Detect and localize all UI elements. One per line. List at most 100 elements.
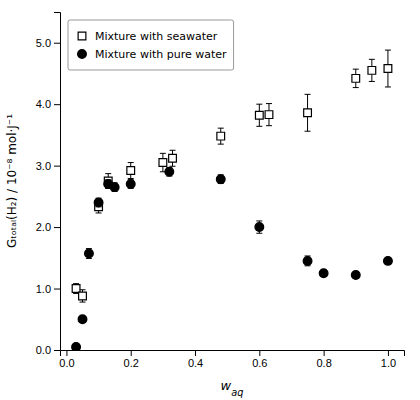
y-axis-tick: 0.0 bbox=[36, 344, 60, 356]
point bbox=[72, 343, 81, 350]
point bbox=[319, 269, 328, 278]
x-axis-tick: 0.0 bbox=[59, 350, 74, 369]
point bbox=[304, 109, 312, 117]
y-axis-tick: 1.0 bbox=[36, 283, 60, 295]
error-bar bbox=[353, 69, 359, 87]
x-axis-title-part: aq bbox=[231, 387, 243, 398]
error-bar bbox=[80, 290, 86, 302]
error-bar bbox=[305, 94, 311, 131]
error-bar-cap bbox=[369, 59, 375, 60]
error-bar-cap bbox=[256, 104, 262, 105]
y-axis-tick-mark bbox=[54, 104, 60, 105]
point bbox=[352, 74, 360, 82]
point bbox=[169, 154, 177, 162]
y-axis-tick-label: 5.0 bbox=[36, 37, 51, 49]
point bbox=[384, 257, 393, 266]
point bbox=[94, 198, 103, 207]
legend-box bbox=[68, 20, 234, 70]
x-axis: 0.0 0.2 0.4 0.6 0.8 1.0 bbox=[59, 350, 404, 369]
error-bar bbox=[218, 128, 224, 144]
legend-label: Mixture with seawater bbox=[95, 30, 218, 43]
error-bar-cap bbox=[385, 86, 391, 87]
error-bar-cap bbox=[218, 144, 224, 145]
plot-root: 0.00.20.40.60.81.00.01.02.03.04.05.0waqG… bbox=[5, 13, 405, 398]
point bbox=[72, 285, 80, 293]
y-axis-tick-mark bbox=[54, 227, 60, 228]
error-bar-cap bbox=[170, 150, 176, 151]
x-axis-tick-mark bbox=[66, 350, 67, 356]
x-axis-title-part: w bbox=[221, 378, 232, 393]
x-axis-tick-mark bbox=[259, 350, 260, 356]
error-bar-cap bbox=[256, 220, 262, 221]
error-bar-cap bbox=[256, 126, 262, 127]
error-bar bbox=[266, 104, 272, 126]
error-bar-cap bbox=[160, 153, 166, 154]
y-axis-tick-mark bbox=[54, 166, 60, 167]
point bbox=[351, 271, 360, 280]
y-axis-tick-label: 1.0 bbox=[36, 283, 51, 295]
legend: Mixture with seawaterMixture with pure w… bbox=[68, 20, 234, 70]
x-axis-tick-label: 1.0 bbox=[381, 357, 396, 369]
error-bar-cap bbox=[96, 212, 102, 213]
y-axis-tick-mark bbox=[54, 289, 60, 290]
point bbox=[127, 167, 135, 175]
x-axis-tick: 0.6 bbox=[252, 350, 267, 369]
x-axis-tick-label: 0.0 bbox=[59, 357, 74, 369]
point bbox=[303, 257, 312, 266]
y-axis-tick: 2.0 bbox=[36, 221, 60, 233]
legend-symbol bbox=[78, 32, 86, 40]
error-bar-cap bbox=[73, 283, 79, 284]
chart: 0.00.20.40.60.81.00.01.02.03.04.05.0waqG… bbox=[0, 0, 420, 400]
x-axis-tick-mark bbox=[131, 350, 132, 356]
y-axis-tick-label: 2.0 bbox=[36, 221, 51, 233]
x-axis-line bbox=[61, 351, 405, 357]
error-bar bbox=[160, 153, 166, 171]
y-axis: 0.0 1.0 2.0 3.0 4.0 5.0 bbox=[36, 13, 61, 357]
x-axis-tick-mark bbox=[324, 350, 325, 356]
error-bar-cap bbox=[369, 81, 375, 82]
y-axis-tick-mark bbox=[54, 43, 60, 44]
x-axis-tick-mark bbox=[388, 350, 389, 356]
y-axis-tick-label: 0.0 bbox=[36, 344, 51, 356]
error-bar-cap bbox=[80, 302, 86, 303]
y-axis-tick: 3.0 bbox=[36, 160, 60, 172]
point bbox=[255, 223, 264, 232]
point bbox=[216, 175, 225, 184]
error-bar-cap bbox=[353, 87, 359, 88]
point bbox=[368, 67, 376, 75]
point bbox=[165, 167, 174, 176]
error-bar bbox=[170, 150, 176, 166]
x-axis-tick-mark bbox=[195, 350, 196, 356]
point bbox=[85, 249, 94, 258]
x-axis-tick-label: 0.6 bbox=[252, 357, 267, 369]
error-bar-cap bbox=[353, 69, 359, 70]
error-bar-cap bbox=[266, 103, 272, 104]
point bbox=[265, 111, 273, 119]
point bbox=[217, 132, 225, 140]
error-bar-cap bbox=[128, 162, 134, 163]
error-bar-cap bbox=[105, 173, 111, 174]
error-bar-cap bbox=[256, 233, 262, 234]
error-bar-cap bbox=[170, 166, 176, 167]
x-axis-tick-label: 0.8 bbox=[316, 357, 331, 369]
x-axis-tick-label: 0.4 bbox=[188, 357, 203, 369]
point bbox=[384, 65, 392, 73]
y-axis-tick-label: 4.0 bbox=[36, 98, 51, 110]
error-bar-cap bbox=[305, 131, 311, 132]
error-bar-cap bbox=[385, 50, 391, 51]
x-axis-tick: 0.4 bbox=[188, 350, 203, 369]
error-bar-cap bbox=[128, 178, 134, 179]
x-axis-tick: 1.0 bbox=[381, 350, 396, 369]
point bbox=[78, 315, 87, 324]
error-bar-cap bbox=[266, 125, 272, 126]
y-axis-tick: 4.0 bbox=[36, 98, 60, 110]
x-axis-tick: 0.8 bbox=[316, 350, 331, 369]
point bbox=[79, 292, 87, 300]
series bbox=[72, 167, 393, 350]
x-axis-title: waq bbox=[221, 378, 244, 398]
x-axis-tick-label: 0.2 bbox=[124, 357, 139, 369]
y-axis-tick: 5.0 bbox=[36, 37, 60, 49]
legend-symbol bbox=[78, 50, 87, 59]
error-bar-cap bbox=[305, 94, 311, 95]
point bbox=[159, 159, 167, 167]
